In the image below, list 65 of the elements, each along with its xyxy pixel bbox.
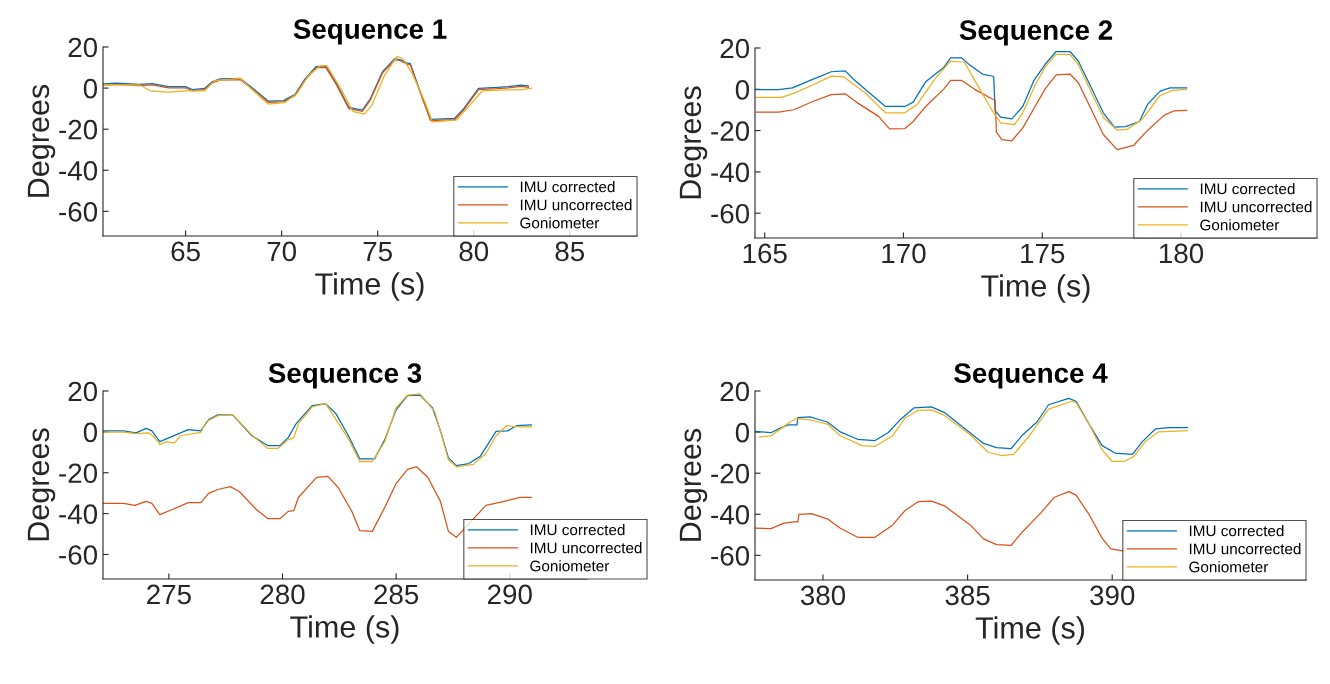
x-tick-label: 85 bbox=[555, 241, 585, 262]
line-series bbox=[758, 400, 1189, 463]
legend-label: IMU corrected bbox=[1200, 183, 1295, 195]
legend-label: Goniometer bbox=[530, 560, 610, 572]
x-tick-label: 280 bbox=[260, 584, 305, 605]
y-tick-label: 0 bbox=[735, 79, 750, 100]
x-axis-title: Time (s) bbox=[290, 615, 399, 644]
x-tick-label: 165 bbox=[743, 243, 787, 264]
x-tick-label: 290 bbox=[487, 584, 532, 605]
y-axis-title: Degrees bbox=[27, 428, 56, 541]
y-tick-label: -40 bbox=[711, 162, 750, 183]
x-tick-label: 275 bbox=[147, 584, 191, 605]
y-tick-label: -20 bbox=[59, 119, 98, 140]
y-tick-label: -60 bbox=[59, 545, 98, 565]
y-tick-label: -40 bbox=[711, 504, 750, 525]
legend-label: IMU corrected bbox=[1189, 525, 1284, 537]
x-axis-title: Time (s) bbox=[975, 616, 1085, 645]
legend-label: IMU uncorrected bbox=[530, 542, 642, 554]
y-tick-label: 20 bbox=[720, 381, 750, 402]
chart-title: Sequence 4 bbox=[954, 363, 1108, 389]
y-tick-label: 0 bbox=[735, 422, 750, 443]
x-tick-label: 175 bbox=[1021, 243, 1065, 264]
x-axis-title: Time (s) bbox=[315, 272, 424, 301]
legend-label: IMU uncorrected bbox=[1189, 543, 1301, 555]
y-tick-label: -20 bbox=[711, 463, 750, 484]
y-tick-label: -60 bbox=[59, 202, 98, 222]
y-tick-label: 20 bbox=[68, 381, 98, 402]
legend-label: Goniometer bbox=[1189, 561, 1269, 573]
line-series bbox=[103, 466, 532, 538]
x-tick-label: 385 bbox=[945, 585, 990, 606]
legend-label: IMU uncorrected bbox=[1200, 201, 1312, 213]
x-tick-label: 80 bbox=[459, 241, 489, 262]
y-axis-title: Degrees bbox=[679, 428, 708, 541]
x-tick-label: 380 bbox=[800, 585, 846, 606]
y-tick-label: -20 bbox=[711, 121, 750, 141]
x-tick-label: 170 bbox=[882, 243, 926, 264]
y-tick-label: -40 bbox=[59, 504, 98, 524]
legend-label: IMU corrected bbox=[520, 181, 615, 193]
x-tick-label: 390 bbox=[1090, 585, 1135, 606]
y-axis-title: Degrees bbox=[679, 86, 708, 199]
x-tick-label: 180 bbox=[1159, 243, 1204, 264]
x-tick-label: 70 bbox=[267, 241, 296, 262]
y-tick-label: 20 bbox=[720, 38, 750, 59]
y-tick-label: -60 bbox=[711, 203, 750, 224]
y-tick-label: -40 bbox=[59, 160, 98, 181]
line-series bbox=[755, 397, 1189, 455]
chart-title: Sequence 3 bbox=[268, 363, 422, 389]
legend-label: Goniometer bbox=[520, 217, 600, 229]
y-tick-label: -20 bbox=[59, 463, 98, 484]
line-series bbox=[755, 73, 1188, 151]
y-tick-label: 0 bbox=[83, 78, 98, 99]
y-axis-title: Degrees bbox=[27, 84, 56, 197]
x-tick-label: 65 bbox=[171, 241, 200, 262]
x-tick-label: 285 bbox=[374, 584, 419, 605]
x-axis-title: Time (s) bbox=[981, 274, 1090, 303]
legend-label: IMU uncorrected bbox=[520, 199, 632, 211]
y-tick-label: 0 bbox=[83, 422, 98, 443]
y-tick-label: 20 bbox=[68, 37, 98, 58]
y-tick-label: -60 bbox=[711, 546, 750, 566]
legend-label: IMU corrected bbox=[530, 524, 625, 536]
chart-title: Sequence 2 bbox=[959, 20, 1113, 46]
chart-title: Sequence 1 bbox=[293, 19, 447, 45]
line-series bbox=[755, 491, 1125, 552]
legend-label: Goniometer bbox=[1200, 219, 1280, 231]
x-tick-label: 75 bbox=[363, 241, 392, 262]
